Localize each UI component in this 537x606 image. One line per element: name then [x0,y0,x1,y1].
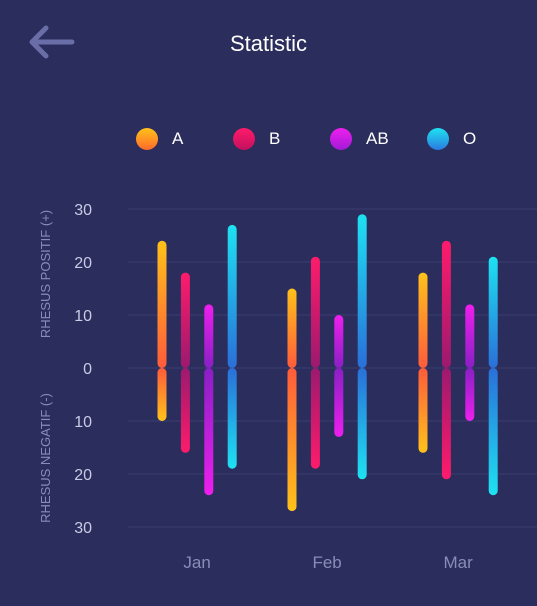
legend-label-b: B [269,129,281,148]
bar-o-mar-negative[interactable] [488,368,498,496]
legend-item-ab[interactable]: AB [330,126,389,152]
legend-swatch-ab [330,128,352,150]
bar-ab-jan-negative[interactable] [204,368,214,496]
bar-a-mar-positive[interactable] [418,272,428,368]
x-tick-label: Mar [443,553,473,572]
bar-a-jan-negative[interactable] [157,368,167,421]
y-tick-label: 10 [74,414,92,431]
bar-b-jan-negative[interactable] [180,368,190,453]
bar-o-feb-positive[interactable] [357,214,367,368]
legend-swatch-b [233,128,255,150]
top-bar: Statistic [0,0,537,90]
y-tick-label: 10 [74,308,92,325]
y-axis-label-positive: RHESUS POSITIF (+) [38,210,53,338]
bar-a-feb-positive[interactable] [287,288,297,369]
bar-ab-jan-positive[interactable] [204,304,214,368]
bar-ab-feb-positive[interactable] [334,315,344,368]
y-axis-label-negative: RHESUS NEGATIF (-) [38,393,53,523]
y-tick-label: 20 [74,255,92,272]
legend-item-o[interactable]: O [427,126,476,152]
y-tick-label: 30 [74,202,92,219]
back-button[interactable] [28,22,80,62]
bar-o-jan-positive[interactable] [227,224,237,368]
bar-b-mar-negative[interactable] [441,368,451,480]
bar-a-jan-positive[interactable] [157,240,167,368]
page-title: Statistic [229,31,308,56]
bar-ab-mar-negative[interactable] [465,368,475,421]
bar-b-feb-positive[interactable] [310,256,320,368]
bar-o-jan-negative[interactable] [227,368,237,469]
bar-b-jan-positive[interactable] [180,272,190,368]
legend-label-o: O [463,129,477,148]
bar-b-feb-negative[interactable] [310,368,320,469]
legend-swatch-o [427,128,449,150]
x-tick-label: Jan [183,553,210,572]
bar-o-feb-negative[interactable] [357,368,367,480]
legend-label-a: A [172,129,184,148]
legend-item-a[interactable]: A [136,126,183,152]
bar-o-mar-positive[interactable] [488,256,498,368]
y-tick-label: 0 [83,361,92,378]
legend-label-ab: AB [366,129,389,148]
range-bar-chart: 30 20 10 0 10 20 30 RHESUS POSITIF (+) RHESUS NE… [38,202,537,572]
bar-ab-mar-positive[interactable] [465,304,475,368]
arrow-left-icon [29,25,75,59]
chart-legend: A B AB O [0,120,537,160]
bar-a-mar-negative[interactable] [418,368,428,453]
y-tick-label: 30 [74,520,92,537]
bar-ab-feb-negative[interactable] [334,368,344,437]
legend-item-b[interactable]: B [233,126,280,152]
bar-b-mar-positive[interactable] [441,240,451,368]
x-tick-label: Feb [312,553,341,572]
bar-a-feb-negative[interactable] [287,368,297,512]
legend-swatch-a [136,128,158,150]
y-tick-label: 20 [74,467,92,484]
